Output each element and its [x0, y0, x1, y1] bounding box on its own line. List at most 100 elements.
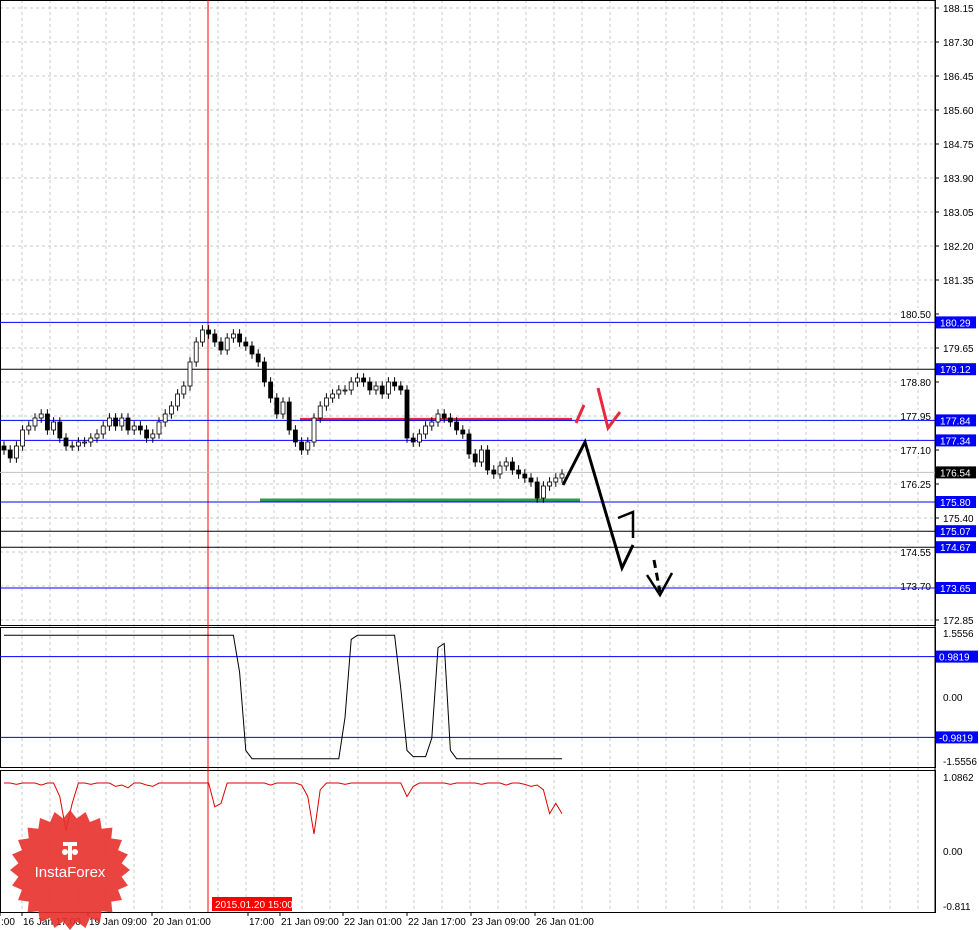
level-label: 180.29 [940, 318, 971, 329]
panel-border [0, 627, 936, 768]
level-label-bg [936, 316, 976, 329]
level-label: 177.34 [940, 436, 971, 447]
price-tick-label-bg [897, 410, 933, 422]
price-tick-label: 177.95 [900, 412, 931, 423]
candle [230, 333, 236, 339]
candle [348, 381, 354, 391]
candle [354, 377, 360, 383]
time-tick-label: 20 Jan 01:00 [153, 917, 211, 928]
candle [249, 345, 255, 355]
candle [466, 433, 472, 455]
level-label: 179.12 [940, 365, 971, 376]
candle [379, 385, 385, 395]
candle [559, 473, 565, 479]
candle [274, 397, 280, 415]
candle [323, 397, 329, 407]
candle [447, 417, 453, 423]
current-price-bg [936, 466, 976, 479]
price-tick-label: 179.65 [943, 344, 974, 355]
candle [472, 453, 478, 463]
time-tick-label: 21 Jan 09:00 [281, 917, 339, 928]
level-label: 175.07 [940, 527, 971, 538]
candle [125, 417, 131, 431]
candle [522, 473, 528, 479]
panel-border [0, 770, 936, 913]
indicator2-line [4, 782, 563, 835]
price-tick-label: 176.25 [900, 480, 931, 491]
candle [429, 421, 435, 427]
price-tick-label-bg [897, 376, 933, 388]
price-tick-label-bg [897, 308, 933, 320]
candle [162, 413, 168, 423]
candle [509, 461, 515, 471]
candle [491, 469, 497, 475]
price-tick-label: 178.80 [900, 378, 931, 389]
candle [342, 389, 348, 392]
price-tick-label-bg [897, 546, 933, 558]
candle [144, 429, 150, 439]
indicator1-level-bg [936, 650, 978, 663]
price-tick-label: 184.75 [943, 140, 974, 151]
candle [107, 417, 112, 427]
candle [212, 333, 218, 343]
candle [516, 469, 521, 475]
candle [534, 481, 540, 499]
price-tick-label-bg [897, 580, 933, 592]
level-label-bg [936, 525, 976, 538]
candle [541, 485, 546, 499]
panel-border [0, 0, 936, 626]
time-tick-label: 19 Jan 09:00 [89, 917, 147, 928]
candle [38, 413, 44, 419]
candle [478, 449, 484, 463]
candle [299, 441, 305, 451]
level-label-bg [936, 363, 976, 376]
candle [82, 441, 87, 444]
forecast-arrow-down [561, 437, 635, 573]
candle [94, 433, 100, 439]
level-label-bg [936, 582, 976, 594]
instaforex-logo: InstaForex [10, 810, 130, 930]
cursor-time-bg [212, 897, 292, 911]
candle [119, 417, 125, 427]
candle [131, 425, 137, 431]
price-tick-label: 185.60 [943, 106, 974, 117]
candle [416, 433, 422, 443]
logo-text: InstaForex [35, 864, 106, 881]
time-tick-label: 17:00 [249, 917, 274, 928]
price-tick-label: 183.90 [943, 174, 974, 185]
candle [385, 381, 391, 395]
candle [367, 381, 373, 391]
forecast-arrowhead [617, 510, 635, 538]
price-tick-label: 183.05 [943, 208, 974, 219]
candle [361, 377, 367, 383]
indicator1-level-label: 0.9819 [939, 653, 970, 664]
candle [435, 413, 441, 423]
candle [243, 341, 249, 347]
indicator2-tick-label: -0.811 [943, 902, 971, 913]
indicator2-tick-label: 0.00 [943, 847, 963, 858]
red-mark-left [574, 404, 586, 424]
candle [268, 381, 274, 399]
candle [292, 429, 298, 443]
candle [497, 465, 503, 475]
candle [206, 329, 212, 335]
indicator1-tick-label: -1.5556 [943, 757, 977, 768]
candle [398, 385, 404, 391]
candle [26, 425, 32, 431]
price-tick-label-bg [897, 444, 933, 456]
price-tick-label: 180.50 [900, 310, 931, 321]
candle [237, 333, 243, 343]
candle [218, 341, 224, 351]
candle [45, 413, 50, 431]
price-tick-label: 188.15 [943, 4, 974, 15]
candle [76, 441, 81, 447]
candle [404, 389, 410, 439]
candle [113, 417, 118, 427]
candle [410, 437, 416, 443]
candle [187, 361, 193, 387]
price-tick-label: 181.35 [943, 276, 974, 287]
candle [175, 393, 181, 407]
time-tick-label: 22 Jan 01:00 [344, 917, 402, 928]
